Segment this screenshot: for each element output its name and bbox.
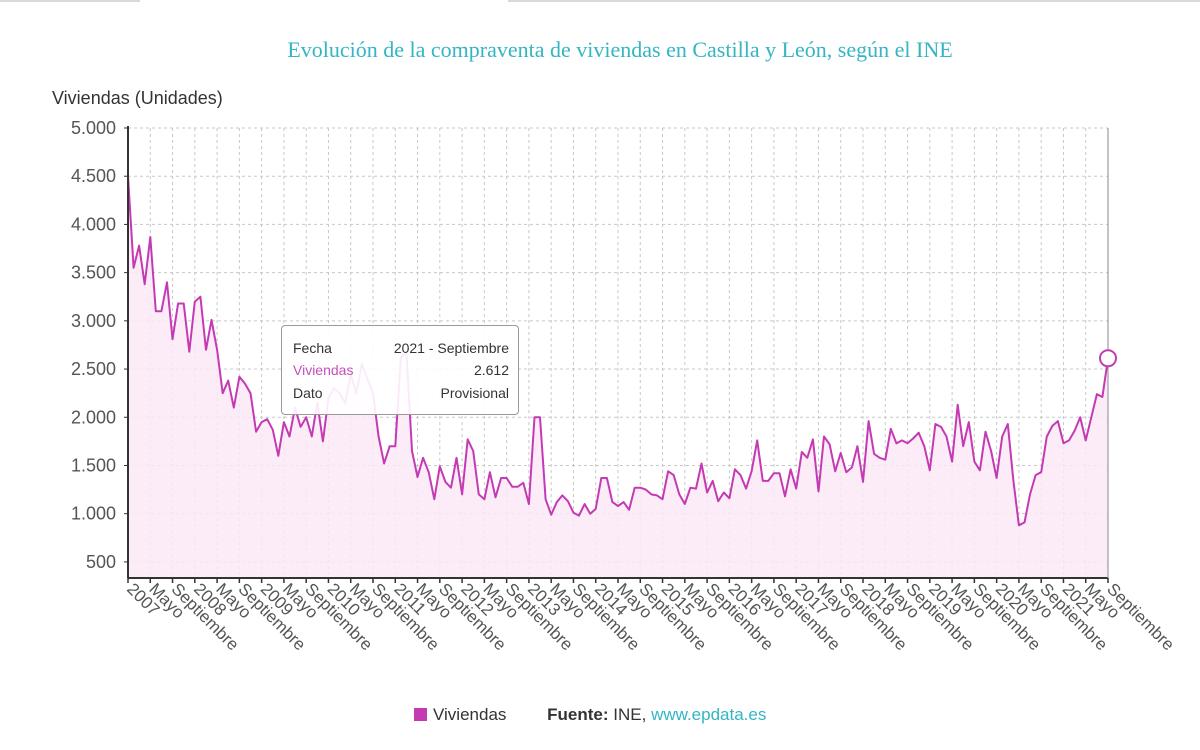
y-tick-label: 1.000 [71,504,116,524]
y-tick-label: 2.000 [71,407,116,427]
chart-title: Evolución de la compraventa de viviendas… [287,37,953,62]
source-name: INE, [613,705,647,724]
tooltip-key: Viviendas [293,362,354,378]
y-tick-label: 3.000 [71,311,116,331]
tooltip-key: Dato [293,385,323,401]
data-points [1099,349,1117,368]
series-area-viviendas [128,176,1108,578]
tooltip-row-dato: Dato Provisional [293,385,509,405]
y-tick-label: 3.500 [71,263,116,283]
legend-label-viviendas[interactable]: Viviendas [433,705,507,724]
source-note: Fuente: INE, www.epdata.es [547,705,766,724]
y-tick-label: 4.500 [71,166,116,186]
source-label: Fuente: [547,705,609,724]
legend: Viviendas Fuente: INE, www.epdata.es [414,705,766,725]
highlighted-point-marker[interactable] [1099,349,1117,368]
y-tick-label: 5.000 [71,118,116,138]
series-line-viviendas[interactable] [127,176,1109,527]
legend-swatch-viviendas[interactable] [414,708,427,721]
y-tick-label: 500 [86,552,116,572]
y-tick-label: 4.000 [71,214,116,234]
tooltip-value: 2.612 [473,362,509,378]
y-axis-title: Viviendas (Unidades) [52,88,223,108]
y-axis-ticks: 500 1.000 1.500 2.000 2.500 3.000 3.500 4.000 4.… [71,118,128,572]
tooltip-value: Provisional [440,385,509,401]
top-border-left [0,0,140,2]
top-border-right [508,0,1200,2]
tooltip-row-fecha: Fecha 2021 - Septiembre [293,340,509,360]
tooltip-key: Fecha [293,340,332,356]
tooltip-row-viviendas: Viviendas 2.612 [293,362,509,382]
x-axis-ticks: 2007MayoSeptiembre2008MayoSeptiembre2009… [123,578,1178,654]
tooltip-value: 2021 - Septiembre [393,340,509,356]
source-link[interactable]: www.epdata.es [651,705,767,724]
y-tick-label: 1.500 [71,455,116,475]
y-tick-label: 2.500 [71,359,116,379]
tooltip: Fecha 2021 - Septiembre Viviendas 2.612 … [281,325,519,415]
